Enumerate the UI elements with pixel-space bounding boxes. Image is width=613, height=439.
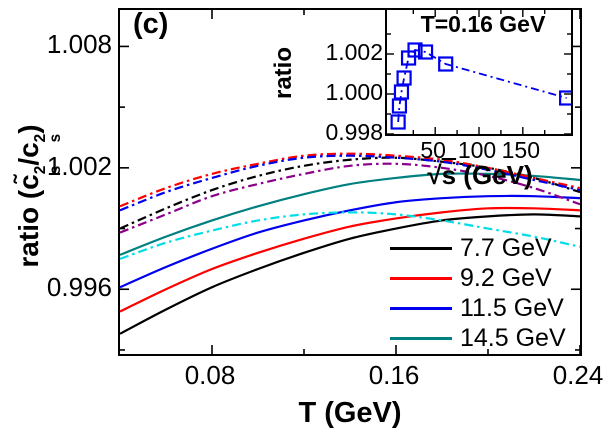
x-tick-label: 0.16	[368, 360, 420, 390]
legend: 7.7 GeV 9.2 GeV 11.5 GeV 14.5 GeV	[390, 233, 566, 353]
data-point-square	[407, 42, 423, 58]
sqrt-argument: s	[441, 160, 457, 190]
data-point-square	[396, 70, 412, 86]
legend-label: 9.2 GeV	[460, 264, 552, 292]
curve-cyan-dash-dot	[120, 211, 580, 260]
inset-y-axis-label: ratio	[270, 47, 297, 100]
legend-row: 14.5 GeV	[390, 323, 566, 353]
curve-11.5-gev	[120, 194, 580, 289]
x-tick-label: 0.08	[184, 360, 236, 390]
inset-background	[387, 10, 571, 134]
curve-purple-dash-dot	[120, 162, 580, 234]
inset-plot-frame	[385, 8, 573, 136]
radical-sign: √	[427, 160, 442, 190]
data-point-square	[559, 90, 571, 106]
legend-row: 9.2 GeV	[390, 263, 566, 293]
inset-x-axis-unit: (GeV)	[456, 160, 533, 190]
inset-title: T=0.16 GeV	[420, 11, 546, 37]
data-point-square	[390, 114, 406, 130]
legend-line-swatch	[390, 336, 452, 340]
panel-label: (c)	[133, 8, 169, 40]
y-axis-label-close: )	[13, 124, 44, 134]
curve-red-dash-dot	[120, 152, 580, 208]
y-tick-label: 1.002	[46, 150, 112, 181]
data-point-square	[417, 44, 434, 60]
curve-14.5-gev	[120, 172, 580, 256]
inset-connecting-line	[397, 49, 567, 123]
subscript-s: s	[46, 133, 64, 143]
inset-y-tick-label: 0.998	[325, 119, 383, 145]
main-curves-svg	[120, 10, 580, 354]
curve-blue-dash-dot	[120, 154, 580, 212]
inset-scatter-svg	[387, 10, 571, 134]
y-tick-label: 0.996	[46, 272, 112, 303]
legend-label: 14.5 GeV	[460, 324, 566, 352]
inset-x-tick-label: 50	[420, 137, 446, 163]
curve-9.2-gev	[120, 206, 580, 313]
legend-line-swatch	[390, 276, 452, 280]
legend-row: 7.7 GeV	[390, 233, 566, 263]
inset-x-tick-label: 150	[501, 137, 540, 163]
inset-x-axis-label: √s (GeV)	[390, 160, 570, 191]
y-tick-label: 1.008	[46, 29, 112, 60]
inset-y-tick-label: 1.000	[325, 79, 383, 105]
data-point-square	[438, 56, 454, 72]
inset-y-tick-label: 1.002	[325, 39, 383, 65]
legend-line-swatch	[390, 306, 452, 310]
legend-label: 7.7 GeV	[460, 234, 552, 262]
x-tick-label: 0.24	[552, 360, 604, 390]
legend-line-swatch	[390, 246, 452, 250]
x-axis-label: T (GeV)	[298, 397, 402, 429]
inset-x-tick-label: 100	[457, 137, 497, 163]
legend-label: 11.5 GeV	[460, 294, 564, 322]
legend-row: 11.5 GeV	[390, 293, 566, 323]
y-axis-label-prefix: ratio (	[13, 189, 44, 268]
curve-7.7-gev	[120, 213, 580, 335]
